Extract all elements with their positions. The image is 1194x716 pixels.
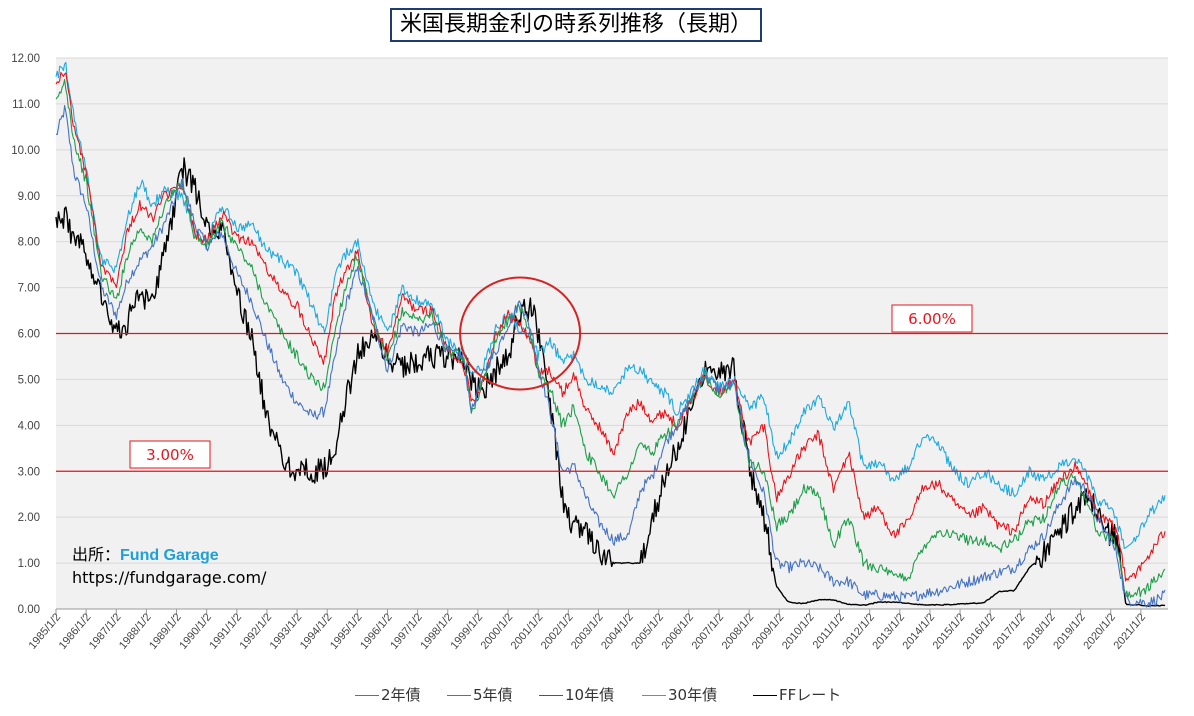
- legend-swatch: [642, 695, 666, 696]
- x-tick-label: 2010/1/2: [780, 611, 817, 652]
- y-tick-label: 1.00: [18, 558, 40, 570]
- annotations: [459, 276, 582, 391]
- series-line: [55, 78, 1166, 598]
- legend-label: 10年債: [565, 686, 615, 704]
- legend-label: 5年債: [473, 686, 513, 704]
- reference-label-box: [891, 304, 973, 333]
- legend-label: FFレート: [779, 686, 842, 704]
- source-brand: Fund Garage: [120, 547, 219, 564]
- legend-item: 5年債: [447, 684, 513, 705]
- y-tick-label: 0.00: [18, 604, 40, 616]
- y-tick-label: 7.00: [18, 283, 40, 295]
- y-tick-label: 2.00: [18, 512, 40, 524]
- legend-item: FFレート: [753, 684, 841, 705]
- y-tick-label: 12.00: [11, 53, 40, 65]
- legend-item: 30年債: [642, 684, 717, 705]
- series-line: [55, 61, 1166, 549]
- legend-swatch: [355, 695, 379, 696]
- legend-item: 10年債: [539, 684, 614, 705]
- gridlines: [56, 57, 1168, 610]
- reference-label-box: [129, 440, 211, 469]
- y-tick-label: 4.00: [18, 420, 40, 432]
- y-tick-label: 11.00: [12, 99, 40, 111]
- source-prefix: 出所：: [72, 545, 121, 564]
- legend-label: 2年債: [381, 686, 421, 704]
- legend-label: 30年債: [668, 686, 718, 704]
- y-tick-label: 8.00: [18, 237, 40, 249]
- source-credit: 出所：Fund Garage: [72, 541, 219, 565]
- x-tick-label: 2021/1/2: [1111, 611, 1148, 652]
- highlight-circle: [459, 276, 582, 391]
- y-tick-label: 6.00: [18, 329, 40, 341]
- y-tick-label: 3.00: [18, 466, 40, 478]
- series-line: [55, 157, 1166, 607]
- reference-lines: 6.00% 3.00%: [56, 304, 1168, 472]
- legend-item: 2年債: [355, 684, 421, 705]
- legend: 2年債 5年債 10年債 30年債 FFレート: [0, 684, 1194, 706]
- y-tick-label: 5.00: [18, 374, 40, 386]
- legend-swatch: [539, 695, 563, 696]
- y-tick-label: 9.00: [18, 191, 40, 203]
- chart-title: 米国長期金利の時系列推移（長期）: [390, 8, 763, 42]
- series-line: [55, 105, 1166, 608]
- source-url: https://fundgarage.com/: [72, 568, 267, 587]
- y-tick-label: 10.00: [11, 145, 40, 157]
- x-axis-tick-labels: 1985/1/21986/1/21987/1/21988/1/21989/1/2…: [27, 609, 1148, 652]
- legend-swatch: [753, 695, 777, 696]
- reference-label: 3.00%: [146, 446, 194, 464]
- y-axis-tick-labels: 0.00 1.00 2.00 3.00 4.00 5.00 6.00 7.00 8.00 9.00…: [11, 53, 40, 616]
- series-line: [55, 71, 1166, 582]
- legend-swatch: [447, 695, 471, 696]
- series-lines: [55, 61, 1166, 608]
- reference-label: 6.00%: [908, 310, 956, 328]
